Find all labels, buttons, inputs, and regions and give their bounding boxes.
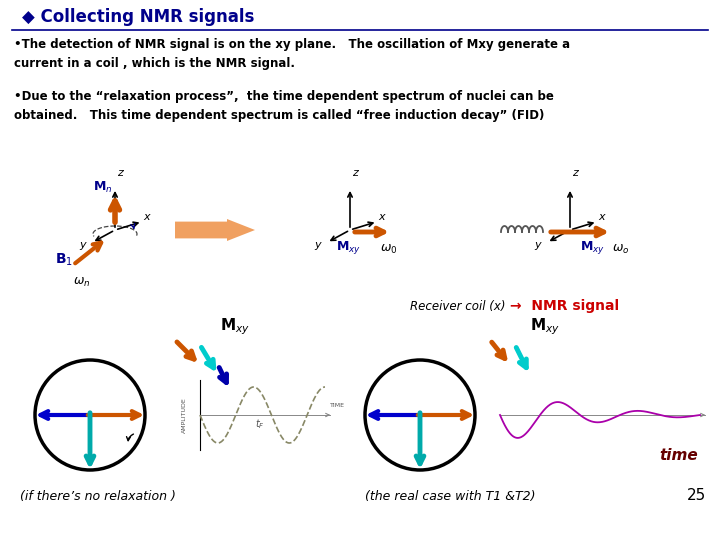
- Text: z: z: [352, 168, 358, 178]
- Text: Receiver coil (x): Receiver coil (x): [410, 300, 505, 313]
- Text: y: y: [534, 240, 541, 250]
- Text: M$_{xy}$: M$_{xy}$: [530, 316, 560, 337]
- Text: x: x: [143, 212, 150, 222]
- Text: $t_F$: $t_F$: [255, 417, 265, 431]
- Text: B$_1$: B$_1$: [55, 252, 73, 268]
- Text: 25: 25: [687, 488, 706, 503]
- Text: M$_{xy}$: M$_{xy}$: [336, 239, 361, 256]
- Text: x: x: [378, 212, 384, 222]
- Polygon shape: [175, 219, 255, 241]
- Text: →  NMR signal: → NMR signal: [510, 299, 619, 313]
- Text: AMPLITUDE: AMPLITUDE: [182, 397, 187, 433]
- Text: z: z: [117, 168, 123, 178]
- Text: y: y: [314, 240, 320, 250]
- Text: $\omega_0$: $\omega_0$: [380, 243, 397, 256]
- Text: M$_n$: M$_n$: [93, 180, 112, 195]
- Text: z: z: [572, 168, 578, 178]
- Text: time: time: [660, 448, 698, 463]
- Text: $\omega_o$: $\omega_o$: [612, 243, 629, 256]
- Text: $\omega_n$: $\omega_n$: [73, 276, 91, 289]
- Text: y: y: [79, 240, 86, 250]
- Text: (if there’s no relaxation ): (if there’s no relaxation ): [20, 490, 176, 503]
- Text: M$_{xy}$: M$_{xy}$: [580, 239, 605, 256]
- Text: ◆ Collecting NMR signals: ◆ Collecting NMR signals: [22, 8, 254, 26]
- Text: x: x: [598, 212, 605, 222]
- Text: (the real case with T1 &T2): (the real case with T1 &T2): [365, 490, 536, 503]
- Text: •The detection of NMR signal is on the xy plane.   The oscillation of Mxy genera: •The detection of NMR signal is on the x…: [14, 38, 570, 70]
- Text: •Due to the “relaxation process”,  the time dependent spectrum of nuclei can be
: •Due to the “relaxation process”, the ti…: [14, 90, 554, 122]
- Text: TIME: TIME: [330, 403, 345, 408]
- Text: M$_{xy}$: M$_{xy}$: [220, 316, 250, 337]
